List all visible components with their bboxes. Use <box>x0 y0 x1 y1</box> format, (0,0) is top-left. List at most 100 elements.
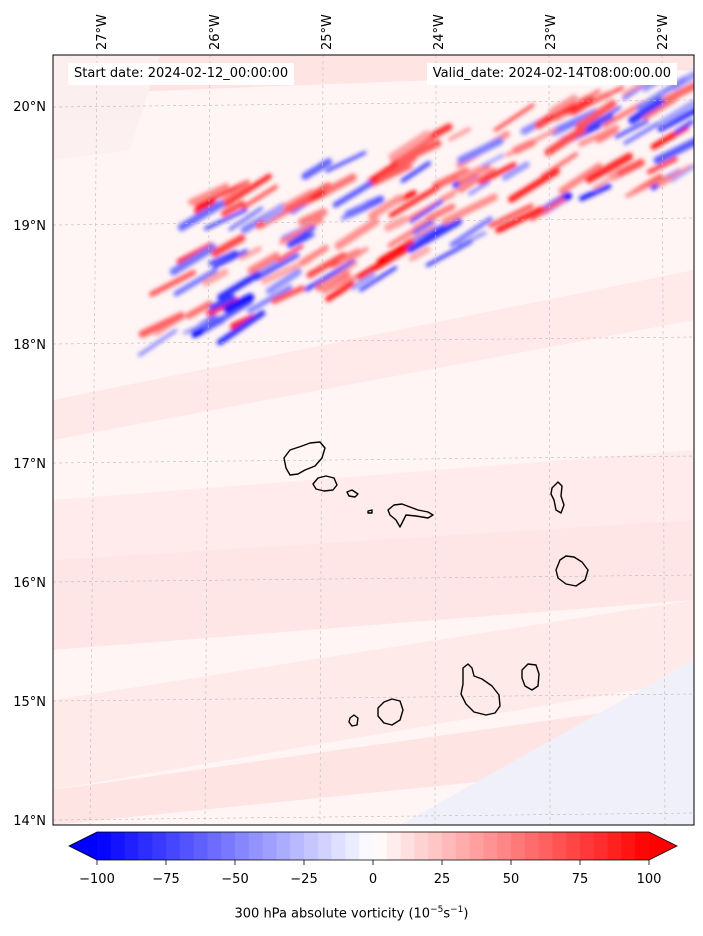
vorticity-streak <box>505 127 558 157</box>
colorbar-tick-label: −25 <box>290 872 317 887</box>
island-outlines <box>283 441 589 727</box>
vorticity-streak <box>457 137 504 164</box>
vorticity-streak <box>247 252 281 275</box>
lon-label: 25°W <box>320 14 335 50</box>
vorticity-streak <box>585 152 634 184</box>
vorticity-streak <box>388 184 440 218</box>
vorticity-streak <box>203 298 253 333</box>
colorbar-step <box>166 832 181 860</box>
vorticity-streak <box>601 101 645 128</box>
colorbar-tick-label: 50 <box>503 872 520 887</box>
colorbar-step <box>607 832 622 860</box>
vorticity-streak <box>279 217 324 245</box>
longitude-labels: 27°W 26°W 25°W 24°W 23°W 22°W <box>95 14 671 50</box>
vorticity-streak <box>254 252 300 281</box>
island-sal <box>550 481 565 514</box>
vorticity-streak <box>194 180 250 209</box>
vorticity-streak <box>425 203 456 222</box>
island-santo-antao <box>283 441 326 476</box>
vorticity-streak <box>358 266 398 292</box>
vorticity-streak <box>477 162 517 185</box>
vorticity-streak <box>653 137 694 165</box>
vorticity-streak <box>488 203 534 228</box>
lat-label: 14°N <box>13 814 46 829</box>
colorbar-step <box>621 832 636 860</box>
colorbar-tick-label: −75 <box>152 872 179 887</box>
vorticity-streak <box>377 239 414 264</box>
vorticity-streak <box>202 268 229 287</box>
colorbar-step <box>455 832 471 860</box>
colorbar-step <box>428 832 443 860</box>
colorbar-step <box>110 832 126 860</box>
vorticity-streak <box>449 216 493 248</box>
vorticity-streak <box>265 268 302 295</box>
vorticity-streak <box>194 199 216 215</box>
colorbar-step <box>386 832 402 860</box>
vorticity-streak <box>212 249 249 269</box>
colorbar-step <box>317 832 333 860</box>
vorticity-streak <box>409 199 444 224</box>
vorticity-streak <box>247 285 293 314</box>
vorticity-streak <box>595 126 619 144</box>
colorbar-step <box>552 832 567 860</box>
vorticity-streak <box>592 172 618 190</box>
vorticity-streak <box>558 162 603 195</box>
colorbar-step <box>331 832 346 860</box>
vorticity-streak <box>183 320 210 335</box>
vorticity-streak <box>204 208 248 231</box>
vorticity-streak <box>377 154 417 184</box>
vorticity-streaks <box>137 71 694 357</box>
vorticity-streak <box>657 164 694 188</box>
vorticity-streak <box>299 244 329 266</box>
colorbar-ticks: −100 −75 −50 −25 0 25 50 75 100 <box>79 860 661 887</box>
valid-date-label: Valid_date: 2024-02-14T08:00:00.00 <box>426 63 677 85</box>
colorbar-step <box>179 832 195 860</box>
colorbar-title: 300 hPa absolute vorticity (10−5s−1) <box>234 905 469 922</box>
lat-label: 16°N <box>13 576 46 591</box>
vorticity-streak <box>448 127 471 142</box>
colorbar-step <box>469 832 484 860</box>
vorticity-streak <box>408 246 431 262</box>
colorbar-step <box>262 832 277 860</box>
colorbar-step <box>442 832 457 860</box>
start-date-label: Start date: 2024-02-12_00:00:00 <box>68 63 295 85</box>
lat-label: 20°N <box>13 100 46 115</box>
colorbar-tick-label: 0 <box>369 872 377 887</box>
vorticity-streak <box>501 161 530 181</box>
vorticity-streak <box>441 193 498 225</box>
colorbar-step <box>290 832 305 860</box>
colorbar-step <box>373 832 388 860</box>
vorticity-streak <box>209 294 236 311</box>
colorbar-step <box>304 832 319 860</box>
colorbar-tick-label: 75 <box>572 872 589 887</box>
vorticity-streak <box>495 206 545 234</box>
map-frame <box>52 54 695 826</box>
vorticity-streak <box>577 89 601 104</box>
colorbar-step <box>138 832 153 860</box>
background-bands <box>53 55 694 825</box>
vorticity-streak <box>458 164 484 181</box>
vorticity-streak <box>412 219 435 235</box>
vorticity-streak <box>241 184 278 210</box>
island-sao-nicolau <box>387 503 434 528</box>
vorticity-streak <box>217 271 261 301</box>
vorticity-streak <box>674 119 694 134</box>
vorticity-streak <box>325 280 355 302</box>
vorticity-streak <box>334 217 380 250</box>
island-maio <box>521 663 540 691</box>
colorbar-step <box>193 832 208 860</box>
lon-label: 24°W <box>432 14 447 50</box>
map-panel <box>53 55 694 825</box>
vorticity-streak <box>304 259 356 292</box>
vorticity-streak <box>271 285 306 305</box>
colorbar-step <box>511 832 526 860</box>
vorticity-streak <box>341 199 372 221</box>
vorticity-streak <box>575 99 617 131</box>
vorticity-streak <box>628 97 665 125</box>
colorbar-max-extend <box>649 832 677 860</box>
vorticity-streak <box>187 183 230 206</box>
colorbar-step <box>635 832 650 860</box>
vorticity-streak <box>228 206 264 231</box>
vorticity-streak <box>493 103 535 132</box>
